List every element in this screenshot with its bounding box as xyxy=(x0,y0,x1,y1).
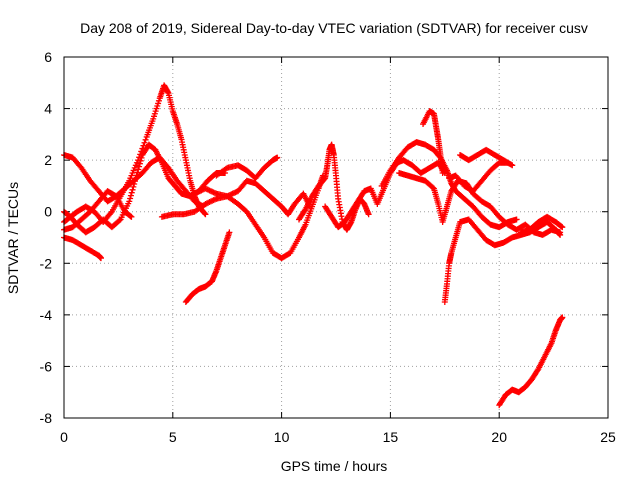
data-point xyxy=(365,211,372,218)
y-tick-label: 2 xyxy=(44,152,52,168)
data-point xyxy=(202,211,209,218)
data-point xyxy=(127,192,134,199)
series-arc-9 xyxy=(182,229,233,305)
data-point xyxy=(509,162,516,169)
data-point xyxy=(274,154,281,161)
data-point xyxy=(134,169,141,176)
series-arc-11 xyxy=(322,157,448,231)
data-point xyxy=(128,213,135,220)
x-tick-label: 5 xyxy=(169,429,177,445)
series-arc-7 xyxy=(213,154,281,182)
data-point xyxy=(133,172,140,179)
data-point xyxy=(141,139,148,146)
data-point xyxy=(142,136,149,143)
data-point xyxy=(107,210,114,217)
y-axis-label: SDTVAR / TECUs xyxy=(5,182,21,294)
series-arc-13 xyxy=(420,108,446,177)
series-arc-18 xyxy=(517,213,566,236)
series-arc-15 xyxy=(441,216,564,305)
series-arc-2 xyxy=(61,234,104,262)
data-point xyxy=(226,229,233,236)
x-tick-label: 0 xyxy=(60,429,68,445)
data-marks xyxy=(61,82,566,409)
x-tick-label: 20 xyxy=(491,429,507,445)
data-point xyxy=(201,210,208,217)
series-arc-3 xyxy=(61,82,209,226)
data-point xyxy=(136,160,143,167)
data-point xyxy=(132,175,139,182)
data-point xyxy=(135,166,142,173)
y-tick-label: 0 xyxy=(44,204,52,220)
series-arc-19 xyxy=(496,314,566,409)
series-arc-17 xyxy=(446,159,511,195)
plot-frame xyxy=(63,56,609,419)
data-point xyxy=(97,255,104,262)
data-point xyxy=(138,154,145,161)
x-axis-label: GPS time / hours xyxy=(281,458,388,474)
x-tick-label: 25 xyxy=(600,429,616,445)
data-point xyxy=(129,186,136,193)
chart-title: Day 208 of 2019, Sidereal Day-to-day VTE… xyxy=(80,20,588,36)
data-point xyxy=(116,217,123,224)
data-point xyxy=(557,231,564,238)
data-point xyxy=(128,189,135,196)
y-tick-label: 4 xyxy=(44,101,52,117)
data-point xyxy=(513,216,520,223)
data-point xyxy=(559,314,566,321)
data-point xyxy=(131,180,138,187)
x-tick-label: 15 xyxy=(383,429,399,445)
grid xyxy=(64,57,608,418)
y-tick-label: -4 xyxy=(40,307,53,323)
data-point xyxy=(137,157,144,164)
data-point xyxy=(127,195,134,202)
y-tick-label: -2 xyxy=(40,255,53,271)
y-tick-label: -8 xyxy=(40,410,53,426)
x-tick-label: 10 xyxy=(274,429,290,445)
data-point xyxy=(130,183,137,190)
data-point xyxy=(559,224,566,231)
series-arc-5 xyxy=(61,188,135,233)
data-point xyxy=(136,163,143,170)
data-point xyxy=(126,198,133,205)
y-tick-label: 6 xyxy=(44,49,52,65)
data-point xyxy=(504,159,511,166)
y-tick-label: -6 xyxy=(40,358,53,374)
data-point xyxy=(131,178,138,185)
data-point xyxy=(439,170,446,177)
